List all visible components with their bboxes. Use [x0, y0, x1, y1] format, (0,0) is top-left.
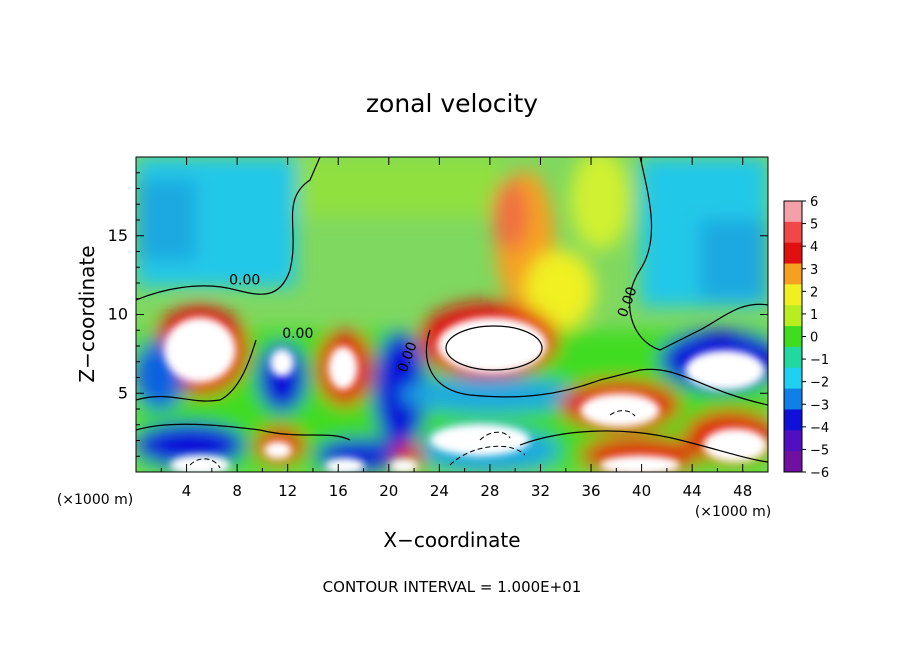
- colorbar-swatch: [784, 221, 802, 244]
- x-tick-label: 12: [278, 482, 297, 500]
- x-unit-left: (×1000 m): [57, 492, 133, 508]
- colorbar-label: 1: [810, 308, 818, 323]
- contour-label: 0.00: [229, 273, 260, 289]
- x-tick-label: 28: [480, 482, 499, 500]
- colorbar-label: −4: [810, 421, 829, 436]
- colorbar-label: 3: [810, 263, 818, 278]
- y-tick-label: 15: [108, 226, 128, 245]
- colorbar-swatch: [784, 409, 802, 431]
- x-tick-label: 32: [531, 482, 550, 500]
- y-tick-label: 10: [108, 305, 128, 324]
- colorbar-swatch: [784, 201, 802, 223]
- x-tick-label: 24: [430, 482, 449, 500]
- colorbar-swatch: [784, 451, 802, 473]
- colorbar-swatch: [784, 284, 802, 306]
- x-tick-label: 16: [329, 482, 348, 500]
- colorbar: 6 5 4 3 2 1 0 −1 −2 −3 −4 −5 −6: [783, 195, 829, 481]
- x-tick-label: 20: [379, 482, 398, 500]
- colorbar-swatch: [784, 346, 802, 369]
- contour-label: 0.00: [282, 326, 313, 342]
- colorbar-label: 4: [810, 240, 818, 255]
- colorbar-label: −2: [810, 376, 829, 391]
- y-tick-label: 5: [118, 383, 128, 402]
- x-axis: 4 8 12 16 20 24 28 32 36 40 44 48: [160, 157, 752, 500]
- x-tick-label: 8: [232, 482, 242, 500]
- colorbar-label: 6: [810, 195, 818, 210]
- colorbar-label: −5: [810, 443, 829, 458]
- colorbar-swatch: [784, 367, 802, 390]
- colorbar-swatch: [784, 430, 802, 452]
- colorbar-swatch: [784, 326, 802, 348]
- x-tick-label: 4: [182, 482, 192, 500]
- colorbar-label: 5: [810, 218, 818, 233]
- x-unit-right: (×1000 m): [695, 504, 771, 520]
- colorbar-swatch: [784, 305, 802, 327]
- contour-interval-note: CONTOUR INTERVAL = 1.000E+01: [323, 578, 582, 596]
- y-axis: 5 10 15: [108, 172, 768, 457]
- x-axis-label: X−coordinate: [383, 528, 520, 552]
- x-tick-label: 40: [632, 482, 651, 500]
- colorbar-label: −1: [810, 353, 829, 368]
- y-axis-label: Z−coordinate: [75, 245, 99, 382]
- x-tick-label: 36: [581, 482, 600, 500]
- colorbar-swatch: [784, 388, 802, 410]
- x-tick-label: 44: [683, 482, 702, 500]
- colorbar-label: 2: [810, 285, 818, 300]
- x-tick-label: 48: [733, 482, 752, 500]
- colorbar-label: −3: [810, 398, 829, 413]
- colorbar-swatch: [784, 242, 802, 265]
- colorbar-label: −6: [810, 466, 829, 481]
- colorbar-swatch: [784, 263, 802, 285]
- colorbar-label: 0: [810, 331, 818, 346]
- chart-title: zonal velocity: [366, 89, 538, 118]
- heatmap-field: [136, 157, 768, 472]
